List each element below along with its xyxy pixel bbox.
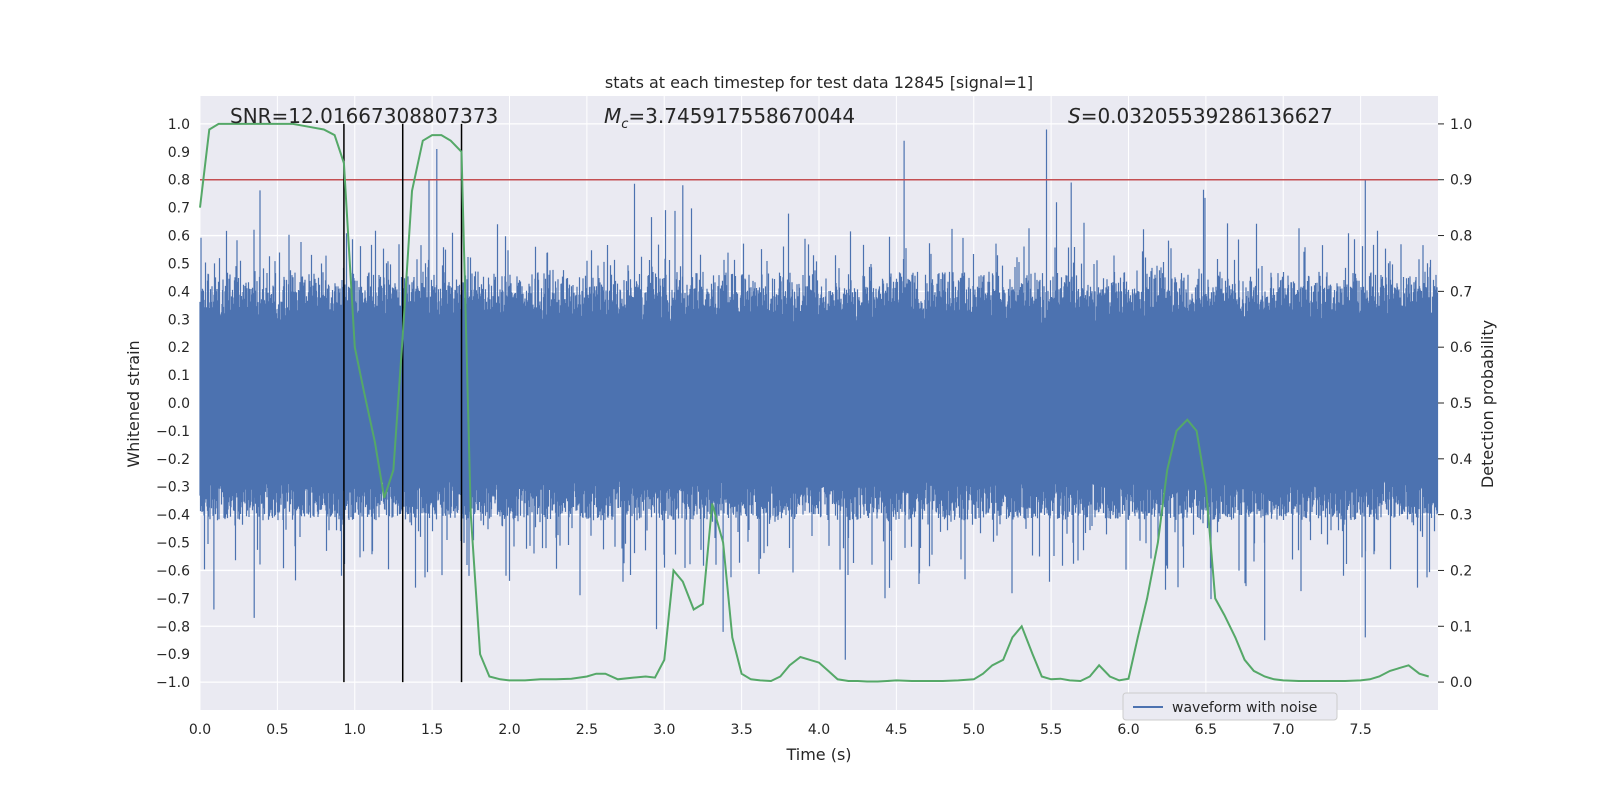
y-right-tick-label: 0.7 xyxy=(1450,284,1472,300)
y-right-tick-label: 0.0 xyxy=(1450,675,1472,691)
y-tick-label: 1.0 xyxy=(168,117,190,133)
x-tick-label: 7.5 xyxy=(1349,722,1371,738)
chirp-mass-subscript: c xyxy=(621,117,628,132)
snr-annotation: SNR=12.01667308807373 xyxy=(230,104,498,128)
y-tick-label: −0.7 xyxy=(156,591,190,607)
s-annotation: S=0.03205539286136627 xyxy=(1068,104,1333,128)
x-tick-label: 3.0 xyxy=(653,722,675,738)
s-symbol: S xyxy=(1068,104,1081,128)
y-tick-label: −0.8 xyxy=(156,619,190,635)
x-tick-label: 2.0 xyxy=(498,722,520,738)
x-tick-label: 0.5 xyxy=(266,722,288,738)
x-tick-label: 6.5 xyxy=(1195,722,1217,738)
y-tick-label: 0.6 xyxy=(168,229,190,245)
x-tick-label: 4.5 xyxy=(885,722,907,738)
y-tick-label: 0.8 xyxy=(168,173,190,189)
x-tick-label: 2.5 xyxy=(576,722,598,738)
y-right-tick-label: 0.3 xyxy=(1450,508,1472,524)
detection-probability-line xyxy=(199,122,1429,683)
y-right-tick-label: 0.4 xyxy=(1450,452,1472,468)
x-tick-label: 5.5 xyxy=(1040,722,1062,738)
y-right-tick-label: 0.9 xyxy=(1450,173,1472,189)
y-tick-label: −0.1 xyxy=(156,424,190,440)
x-tick-label: 0.0 xyxy=(189,722,211,738)
s-value: =0.03205539286136627 xyxy=(1081,104,1333,128)
waveform-series xyxy=(199,129,1439,660)
chart-title: stats at each timestep for test data 128… xyxy=(605,73,1033,92)
y-axis-ticks: −1.0 −0.9 −0.8 −0.7 −0.6 −0.5 −0.4 −0.3 −0.2 −0.1… xyxy=(156,117,190,691)
y-tick-label: 0.1 xyxy=(168,368,190,384)
y-tick-label: −0.3 xyxy=(156,480,190,496)
y-tick-label: −0.2 xyxy=(156,452,190,468)
y-right-tick-label: 0.1 xyxy=(1450,619,1472,635)
y-tick-label: −1.0 xyxy=(156,675,190,691)
y-tick-label: −0.6 xyxy=(156,563,190,579)
x-tick-label: 4.0 xyxy=(808,722,830,738)
y-tick-label: −0.5 xyxy=(156,536,190,552)
chirp-mass-value: =3.745917558670044 xyxy=(628,104,855,128)
y-tick-label: −0.9 xyxy=(156,647,190,663)
y-right-axis-ticks: 0.0 0.1 0.2 0.3 0.4 0.5 0.6 0.7 0.8 0.9 1.0 xyxy=(1438,117,1472,691)
x-tick-label: 1.5 xyxy=(421,722,443,738)
chirp-mass-symbol: M xyxy=(604,104,621,128)
detection-probability-series xyxy=(199,122,1429,683)
y-right-tick-label: 0.6 xyxy=(1450,340,1472,356)
x-axis-label: Time (s) xyxy=(785,745,851,764)
vertical-lines xyxy=(343,123,463,683)
x-tick-label: 3.5 xyxy=(730,722,752,738)
x-tick-label: 1.0 xyxy=(344,722,366,738)
x-axis-ticks: 0.0 0.5 1.0 1.5 2.0 2.5 3.0 3.5 4.0 4.5 5.0 5.5 6.0 6… xyxy=(189,722,1372,738)
x-tick-label: 5.0 xyxy=(963,722,985,738)
waveform-core xyxy=(200,347,1438,459)
y-tick-label: 0.0 xyxy=(168,396,190,412)
y-right-axis-label: Detection probability xyxy=(1478,320,1497,488)
legend: waveform with noise xyxy=(1122,692,1338,721)
y-tick-label: 0.9 xyxy=(168,145,190,161)
y-right-tick-label: 1.0 xyxy=(1450,117,1472,133)
y-tick-label: 0.2 xyxy=(168,340,190,356)
legend-box xyxy=(1122,692,1338,721)
y-tick-label: 0.3 xyxy=(168,312,190,328)
y-tick-label: −0.4 xyxy=(156,508,190,524)
y-axis-label: Whitened strain xyxy=(124,340,143,467)
x-tick-label: 7.0 xyxy=(1272,722,1294,738)
y-tick-label: 0.7 xyxy=(168,201,190,217)
x-tick-label: 6.0 xyxy=(1117,722,1139,738)
y-tick-label: 0.5 xyxy=(168,256,190,272)
y-right-tick-label: 0.2 xyxy=(1450,563,1472,579)
y-right-tick-label: 0.5 xyxy=(1450,396,1472,412)
y-tick-label: 0.4 xyxy=(168,284,190,300)
legend-label: waveform with noise xyxy=(1172,700,1317,716)
y-right-tick-label: 0.8 xyxy=(1450,229,1472,245)
chirp-mass-annotation: Mc=3.745917558670044 xyxy=(604,104,855,132)
